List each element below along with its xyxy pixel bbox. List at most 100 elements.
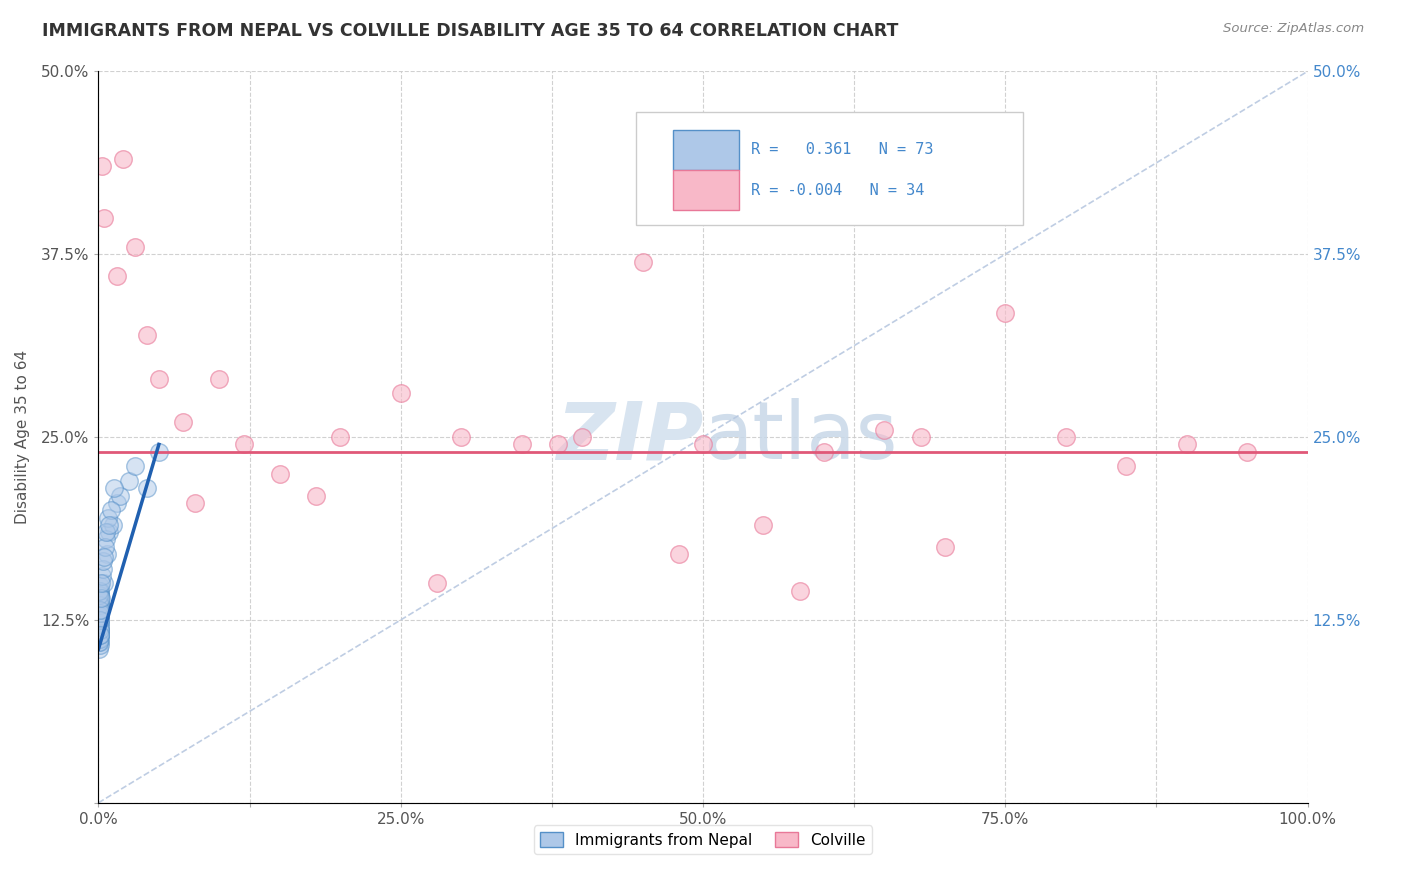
Point [89,603,111,617]
Point [90,591,112,605]
Point [89,608,111,623]
Point [105,269,128,284]
Point [108,489,131,503]
Point [89,623,111,637]
Point [89,583,111,598]
Point [1054,430,1077,444]
Point [89,594,111,608]
Point [91,554,114,568]
Text: Source: ZipAtlas.com: Source: ZipAtlas.com [1223,22,1364,36]
Point [510,437,533,451]
Point [631,254,654,268]
Point [910,430,932,444]
Point [89,588,111,602]
FancyBboxPatch shape [637,112,1024,225]
Point [89,579,111,593]
Point [329,430,352,444]
Point [111,152,134,166]
Point [93,549,115,564]
Point [692,437,714,451]
Point [89,608,111,623]
Point [89,583,111,598]
Point [789,583,811,598]
Point [94,540,117,554]
Point [89,638,111,652]
Point [426,576,449,591]
Point [450,430,472,444]
Point [89,627,111,641]
Point [98,525,121,540]
Point [184,496,207,510]
Point [89,623,111,637]
Point [1175,437,1198,451]
Point [89,627,111,641]
Point [93,211,115,225]
Point [89,606,111,620]
Point [172,416,194,430]
Point [89,620,111,634]
Point [89,620,111,634]
Point [94,533,117,547]
Point [89,591,111,605]
Point [89,627,111,641]
Text: ZIP: ZIP [555,398,703,476]
Point [305,489,328,503]
Point [89,615,111,630]
Point [89,588,111,602]
Point [89,599,111,613]
Point [135,481,157,495]
Point [97,510,120,524]
Point [100,503,122,517]
Point [93,576,115,591]
Text: atlas: atlas [703,398,897,476]
Point [97,517,120,532]
Point [96,547,118,561]
Point [873,423,896,437]
Point [89,627,111,641]
Point [96,525,118,540]
Point [135,327,157,342]
Point [89,606,111,620]
Point [232,437,254,451]
Bar [673,170,740,211]
Point [269,467,291,481]
Point [89,599,111,613]
Point [1115,459,1137,474]
Point [124,240,146,254]
Point [547,437,569,451]
Point [118,474,141,488]
Point [89,594,111,608]
Point [91,160,114,174]
Point [89,635,111,649]
Point [89,603,111,617]
Point [89,599,111,613]
Point [89,606,111,620]
Point [89,613,111,627]
Point [389,386,412,401]
Point [101,517,124,532]
Point [752,517,775,532]
Legend: Immigrants from Nepal, Colville: Immigrants from Nepal, Colville [534,825,872,854]
Point [124,459,146,474]
Point [89,583,111,598]
Point [208,371,231,385]
Y-axis label: Disability Age 35 to 64: Disability Age 35 to 64 [15,350,30,524]
Point [89,613,111,627]
Point [91,562,114,576]
Point [89,591,111,605]
Point [90,576,112,591]
Point [89,642,111,657]
Point [1236,444,1258,458]
Bar [673,130,740,170]
Point [148,444,170,458]
Point [89,632,111,646]
Point [89,623,111,637]
Text: R =   0.361   N = 73: R = 0.361 N = 73 [751,142,934,157]
Point [89,613,111,627]
Point [994,306,1017,320]
Point [89,599,111,613]
Point [103,481,125,495]
Point [668,547,690,561]
Point [89,635,111,649]
Point [89,591,111,605]
